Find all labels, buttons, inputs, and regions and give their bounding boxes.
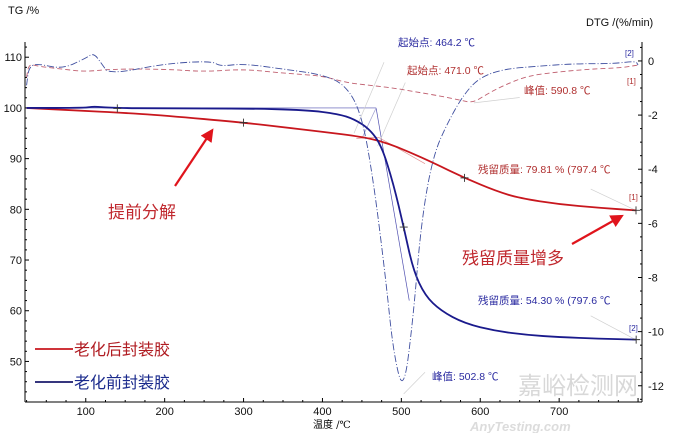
tag-tg-2: [2] <box>629 324 638 333</box>
y-right-tick-label: -10 <box>648 327 664 339</box>
leader-residue-aged <box>590 188 636 211</box>
x-tick-label: 400 <box>313 406 331 418</box>
series-line-2 <box>26 64 639 103</box>
onset-tangent-unaged <box>375 107 410 301</box>
y-right-tick-label: -12 <box>648 381 664 393</box>
markers-group <box>113 104 641 344</box>
y-right-label: DTG /(%/min) <box>586 17 653 29</box>
leader-peak-unaged <box>403 371 426 395</box>
annotation-peak-aged: 峰值: 590.8 ℃ <box>524 84 591 97</box>
tag-dtg-2: [2] <box>625 49 634 58</box>
data-marker <box>239 118 248 127</box>
annotation-residue-unaged: 残留质量: 54.30 % (797.6 ℃ <box>478 294 611 307</box>
data-marker <box>399 223 408 232</box>
series-line-0 <box>26 107 636 212</box>
note-residue-increase: 残留质量增多 <box>462 249 564 269</box>
y-right-tick-label: 0 <box>648 56 654 68</box>
onset-leader-unaged <box>361 107 377 139</box>
y-right-tick-label: -2 <box>648 110 658 122</box>
y-left-tick-label: 90 <box>10 154 22 166</box>
annotation-peak-unaged: 峰值: 502.8 ℃ <box>432 370 499 383</box>
x-tick-label: 500 <box>392 406 410 418</box>
watermark-cn: 嘉峪检测网 <box>518 372 638 400</box>
annotation-residue-aged: 残留质量: 79.81 % (797.4 ℃ <box>478 163 611 176</box>
data-marker <box>632 206 641 215</box>
onset-tangent-aged-2 <box>378 137 426 164</box>
arrow-residue-increase <box>571 214 624 245</box>
data-marker <box>460 173 469 182</box>
legend-label-aged: 老化后封装胶 <box>74 340 170 359</box>
x-tick-label: 200 <box>155 406 173 418</box>
y-left-tick-label: 70 <box>10 255 22 267</box>
axes: 100 200 300 400 500 600 700 50 60 70 80 90 100 110 -12… <box>4 42 664 418</box>
x-tick-label: 600 <box>471 406 489 418</box>
watermark: 嘉峪检测网 AnyTesting.com <box>469 372 638 433</box>
leader-onset-aged <box>377 82 406 147</box>
y-right-tick-label: -4 <box>648 164 658 176</box>
y-left-tick-label: 110 <box>4 52 22 64</box>
series-line-1 <box>26 105 637 341</box>
annotation-onset-unaged: 起始点: 464.2 ℃ <box>398 36 476 49</box>
legend-label-unaged: 老化前封装胶 <box>74 373 170 392</box>
y-left-tick-label: 100 <box>4 103 22 115</box>
x-tick-label: 100 <box>77 406 95 418</box>
y-left-tick-label: 80 <box>10 204 22 216</box>
series-group <box>26 54 639 382</box>
data-marker <box>632 335 641 344</box>
x-tick-label: 700 <box>550 406 568 418</box>
tag-dtg-1: [1] <box>627 77 636 86</box>
y-right-tick-label: -8 <box>648 272 658 284</box>
leader-peak-aged <box>473 97 520 104</box>
annotation-onset-aged: 起始点: 471.0 ℃ <box>407 64 485 77</box>
x-tick-label: 300 <box>234 406 252 418</box>
y-left-label: TG /% <box>8 5 39 17</box>
x-label: 温度 /℃ <box>313 418 351 431</box>
y-left-tick-label: 50 <box>10 356 22 368</box>
arrow-early-decomposition <box>174 128 214 187</box>
y-left-tick-label: 60 <box>10 306 22 318</box>
y-right-tick-label: -6 <box>648 218 658 230</box>
leader-residue-unaged <box>590 315 636 340</box>
tag-tg-1: [1] <box>629 193 638 202</box>
note-early-decomposition: 提前分解 <box>108 203 176 223</box>
watermark-en: AnyTesting.com <box>469 419 571 433</box>
legend: 老化后封装胶 老化前封装胶 <box>35 340 170 392</box>
data-marker <box>113 104 122 113</box>
